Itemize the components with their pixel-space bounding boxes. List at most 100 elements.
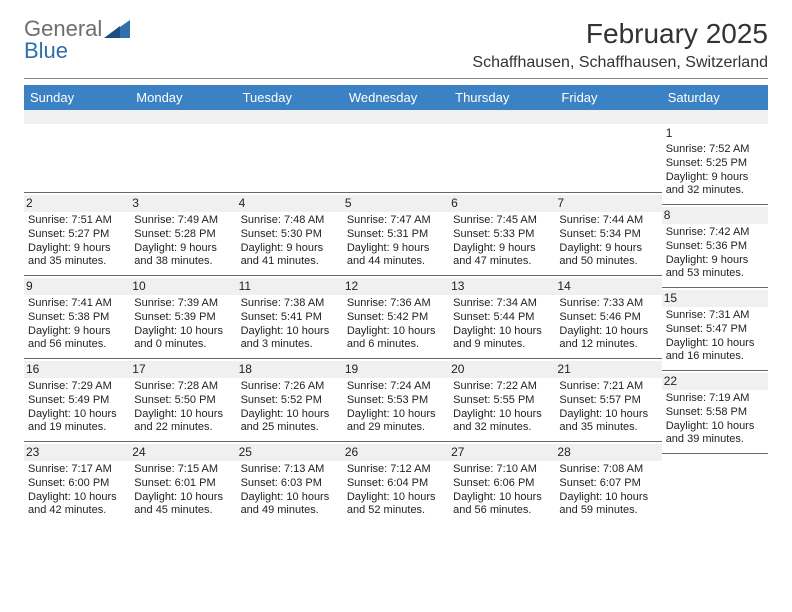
calendar-column: Monday3Sunrise: 7:49 AMSunset: 5:28 PMDa… [130,85,236,531]
day-cell: 25Sunrise: 7:13 AMSunset: 6:03 PMDayligh… [237,441,343,524]
day-number: 10 [130,278,236,295]
empty-cell [24,124,130,192]
day-number: 4 [237,195,343,212]
day-number: 26 [343,444,449,461]
daylight-line: Daylight: 10 hours and 56 minutes. [453,491,551,519]
header: General Blue February 2025 Schaffhausen,… [24,18,768,72]
day-cell: 22Sunrise: 7:19 AMSunset: 5:58 PMDayligh… [662,370,768,453]
daylight-line: Daylight: 10 hours and 6 minutes. [347,325,445,353]
day-number: 8 [662,207,768,224]
sunset-line: Sunset: 6:06 PM [453,477,551,491]
day-number: 11 [237,278,343,295]
sunrise-line: Sunrise: 7:29 AM [28,380,126,394]
day-cell: 2Sunrise: 7:51 AMSunset: 5:27 PMDaylight… [24,192,130,275]
day-number: 23 [24,444,130,461]
sunset-line: Sunset: 5:47 PM [666,323,764,337]
week1-spacer [555,110,661,124]
day-cell: 12Sunrise: 7:36 AMSunset: 5:42 PMDayligh… [343,275,449,358]
day-cell: 20Sunrise: 7:22 AMSunset: 5:55 PMDayligh… [449,358,555,441]
empty-cell [555,124,661,192]
day-number: 6 [449,195,555,212]
day-number: 18 [237,361,343,378]
day-number: 3 [130,195,236,212]
calendar-column: Friday7Sunrise: 7:44 AMSunset: 5:34 PMDa… [555,85,661,531]
sunrise-line: Sunrise: 7:51 AM [28,214,126,228]
day-cell: 21Sunrise: 7:21 AMSunset: 5:57 PMDayligh… [555,358,661,441]
sunrise-line: Sunrise: 7:24 AM [347,380,445,394]
daylight-line: Daylight: 10 hours and 0 minutes. [134,325,232,353]
sunrise-line: Sunrise: 7:31 AM [666,309,764,323]
day-number: 12 [343,278,449,295]
sunset-line: Sunset: 5:41 PM [241,311,339,325]
day-cell: 16Sunrise: 7:29 AMSunset: 5:49 PMDayligh… [24,358,130,441]
day-info: Sunrise: 7:39 AMSunset: 5:39 PMDaylight:… [134,297,232,352]
sunrise-line: Sunrise: 7:38 AM [241,297,339,311]
daylight-line: Daylight: 10 hours and 16 minutes. [666,337,764,365]
weekday-header: Sunday [24,85,130,110]
daylight-line: Daylight: 10 hours and 42 minutes. [28,491,126,519]
sunset-line: Sunset: 5:44 PM [453,311,551,325]
day-info: Sunrise: 7:52 AMSunset: 5:25 PMDaylight:… [666,143,764,198]
sunrise-line: Sunrise: 7:52 AM [666,143,764,157]
daylight-line: Daylight: 10 hours and 29 minutes. [347,408,445,436]
empty-cell [130,124,236,192]
daylight-line: Daylight: 9 hours and 38 minutes. [134,242,232,270]
calendar-column: Sunday 2Sunrise: 7:51 AMSunset: 5:27 PMDa… [24,85,130,531]
week1-spacer [662,110,768,124]
sunrise-line: Sunrise: 7:48 AM [241,214,339,228]
day-cell: 5Sunrise: 7:47 AMSunset: 5:31 PMDaylight… [343,192,449,275]
day-cell: 17Sunrise: 7:28 AMSunset: 5:50 PMDayligh… [130,358,236,441]
day-cell: 19Sunrise: 7:24 AMSunset: 5:53 PMDayligh… [343,358,449,441]
weekday-header: Monday [130,85,236,110]
week1-spacer [343,110,449,124]
daylight-line: Daylight: 9 hours and 32 minutes. [666,171,764,199]
logo-word-blue: Blue [24,38,68,63]
sunrise-line: Sunrise: 7:34 AM [453,297,551,311]
sunrise-line: Sunrise: 7:39 AM [134,297,232,311]
calendar-column: Thursday6Sunrise: 7:45 AMSunset: 5:33 PM… [449,85,555,531]
sunrise-line: Sunrise: 7:49 AM [134,214,232,228]
daylight-line: Daylight: 10 hours and 32 minutes. [453,408,551,436]
day-cell: 24 Sunrise: 7:15 AMSunset: 6:01 PMDayligh… [130,441,236,524]
daylight-line: Daylight: 10 hours and 12 minutes. [559,325,657,353]
week1-spacer [237,110,343,124]
sunrise-line: Sunrise: 7:15 AM [134,463,232,477]
month-title: February 2025 [472,18,768,50]
daylight-line: Daylight: 10 hours and 49 minutes. [241,491,339,519]
sunset-line: Sunset: 5:46 PM [559,311,657,325]
day-number: 25 [237,444,343,461]
day-number: 27 [449,444,555,461]
daylight-line: Daylight: 9 hours and 44 minutes. [347,242,445,270]
weekday-header: Thursday [449,85,555,110]
sunrise-line: Sunrise: 7:36 AM [347,297,445,311]
daylight-line: Daylight: 10 hours and 39 minutes. [666,420,764,448]
daylight-line: Daylight: 9 hours and 41 minutes. [241,242,339,270]
daylight-line: Daylight: 10 hours and 25 minutes. [241,408,339,436]
sunrise-line: Sunrise: 7:42 AM [666,226,764,240]
day-info: Sunrise: 7:12 AMSunset: 6:04 PMDaylight:… [347,463,445,518]
empty-cell [662,453,768,531]
daylight-line: Daylight: 9 hours and 47 minutes. [453,242,551,270]
daylight-line: Daylight: 10 hours and 19 minutes. [28,408,126,436]
sunset-line: Sunset: 5:38 PM [28,311,126,325]
daylight-line: Daylight: 9 hours and 53 minutes. [666,254,764,282]
day-info: Sunrise: 7:17 AMSunset: 6:00 PMDaylight:… [28,463,126,518]
sunset-line: Sunset: 5:49 PM [28,394,126,408]
sunset-line: Sunset: 5:55 PM [453,394,551,408]
day-number: 22 [662,373,768,390]
day-info: Sunrise: 7:10 AMSunset: 6:06 PMDaylight:… [453,463,551,518]
sunset-line: Sunset: 5:34 PM [559,228,657,242]
day-cell: 28Sunrise: 7:08 AMSunset: 6:07 PMDayligh… [555,441,661,524]
day-info: Sunrise: 7:29 AMSunset: 5:49 PMDaylight:… [28,380,126,435]
day-number: 24 [130,444,236,461]
day-info: Sunrise: 7:28 AMSunset: 5:50 PMDaylight:… [134,380,232,435]
day-info: Sunrise: 7:15 AMSunset: 6:01 PMDaylight:… [134,463,232,518]
sunrise-line: Sunrise: 7:47 AM [347,214,445,228]
sunset-line: Sunset: 6:00 PM [28,477,126,491]
sunset-line: Sunset: 6:01 PM [134,477,232,491]
sunset-line: Sunset: 6:04 PM [347,477,445,491]
sunrise-line: Sunrise: 7:45 AM [453,214,551,228]
day-cell: 3Sunrise: 7:49 AMSunset: 5:28 PMDaylight… [130,192,236,275]
day-info: Sunrise: 7:22 AMSunset: 5:55 PMDaylight:… [453,380,551,435]
day-number: 9 [24,278,130,295]
